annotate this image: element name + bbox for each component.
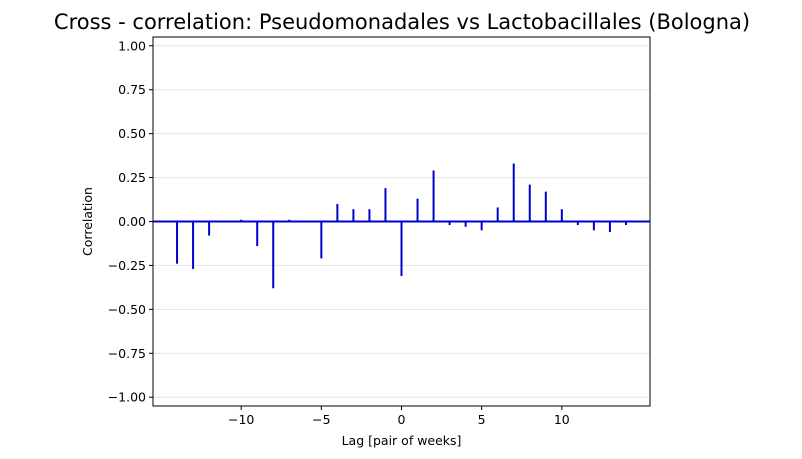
x-tick-label-1: −5	[312, 412, 330, 427]
y-tick-label-8: 1.00	[118, 38, 146, 53]
x-axis-label: Lag [pair of weeks]	[342, 433, 462, 448]
stem-series	[176, 163, 627, 289]
y-axis-label: Correlation	[80, 187, 95, 256]
y-tick-label-0: −1.00	[108, 390, 146, 405]
x-tick-label-4: 10	[554, 412, 570, 427]
y-tick-label-4: 0.00	[118, 214, 146, 229]
y-axis-ticks: −1.00 −0.75 −0.50 −0.25 0.00 0.25 0.50 0.75 1.00	[108, 38, 153, 405]
x-tick-label-2: 0	[398, 412, 406, 427]
x-axis-ticks: −10 −5 0 5 10	[228, 406, 570, 427]
y-tick-label-7: 0.75	[118, 82, 146, 97]
y-tick-label-3: −0.25	[108, 258, 146, 273]
y-tick-label-1: −0.75	[108, 346, 146, 361]
chart-title: Cross - correlation: Pseudomonadales vs …	[54, 10, 750, 34]
x-tick-label-0: −10	[228, 412, 254, 427]
y-tick-label-2: −0.50	[108, 302, 146, 317]
y-tick-label-6: 0.50	[118, 126, 146, 141]
x-tick-label-3: 5	[478, 412, 486, 427]
y-tick-label-5: 0.25	[118, 170, 146, 185]
